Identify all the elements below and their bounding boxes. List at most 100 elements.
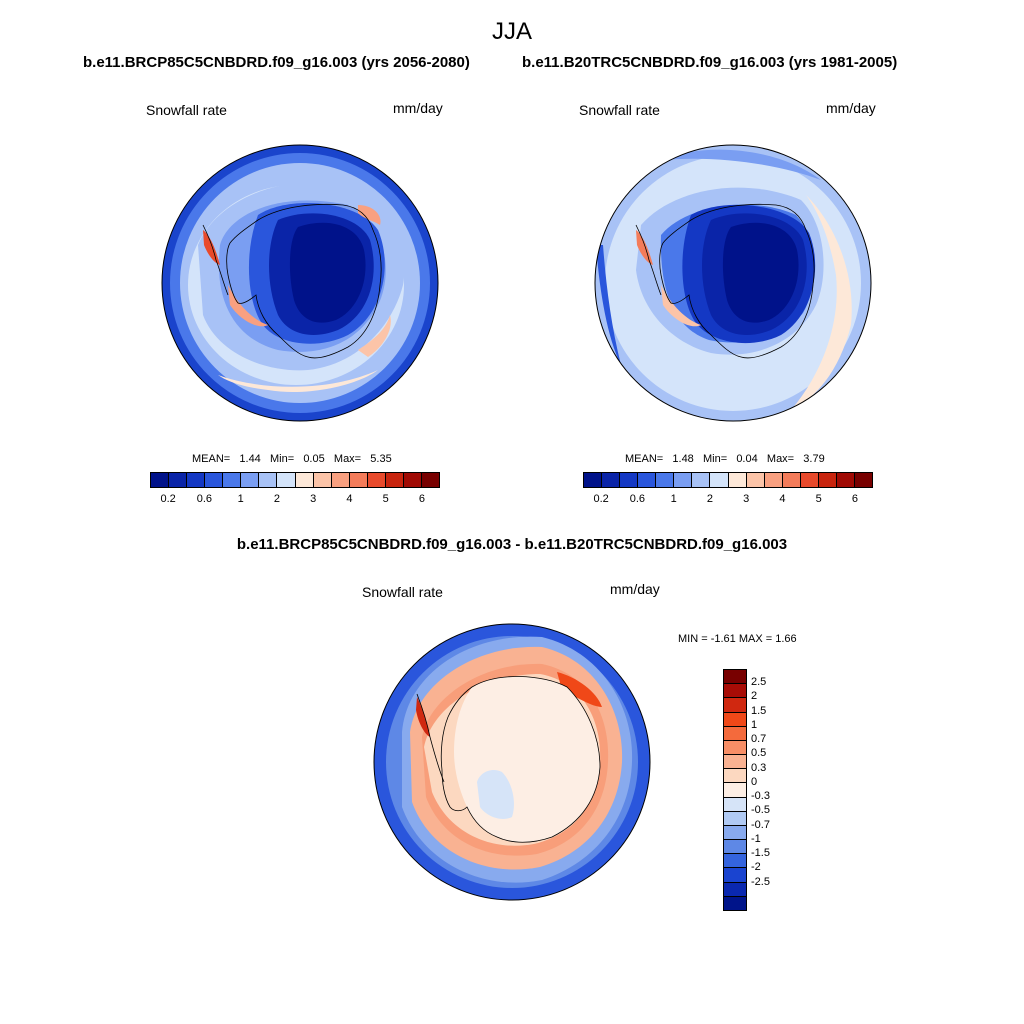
panel2-min-value: 0.04 — [736, 453, 758, 465]
panel1-colorbar — [150, 472, 440, 488]
diff-colorbar-tick-label: 1.5 — [751, 704, 767, 717]
panel1-variable-label: Snowfall rate — [146, 102, 227, 118]
diff-colorbar — [723, 669, 747, 911]
colorbar-cell — [638, 473, 657, 487]
colorbar-cell — [313, 473, 332, 487]
colorbar-cell — [620, 473, 639, 487]
colorbar-cell — [728, 473, 747, 487]
panel2-colorbar — [583, 472, 873, 488]
colorbar-tick-label: 1 — [670, 493, 677, 505]
panel1-max-value: 5.35 — [370, 453, 392, 465]
panel1-min-value: 0.05 — [303, 453, 325, 465]
panel1-min-label: Min= — [269, 453, 295, 465]
panel1-stats: MEAN= 1.44 Min= 0.05 Max= 5.35 — [192, 453, 392, 465]
diff-title: b.e11.BRCP85C5CNBDRD.f09_g16.003 - b.e11… — [236, 536, 788, 553]
colorbar-cell — [421, 473, 439, 487]
diff-colorbar-tick-label: 2 — [751, 690, 758, 703]
colorbar-tick-label: 1 — [237, 493, 244, 505]
panel2-mean-label: MEAN= — [625, 453, 664, 465]
panel2-max-value: 3.79 — [803, 453, 825, 465]
colorbar-cell — [656, 473, 675, 487]
panel1-max-label: Max= — [333, 453, 362, 465]
colorbar-cell — [187, 473, 206, 487]
panel1-mean-label: MEAN= — [192, 453, 231, 465]
diff-colorbar-tick-label: 2.5 — [751, 676, 767, 689]
panel2-coastline — [659, 203, 815, 359]
diff-colorbar-cell — [724, 797, 746, 812]
diff-colorbar-cell — [724, 854, 746, 869]
colorbar-cell — [746, 473, 765, 487]
diff-colorbar-cell — [724, 698, 746, 713]
colorbar-cell — [331, 473, 350, 487]
diff-colorbar-tick-label: 1 — [751, 718, 758, 731]
diff-colorbar-cell — [724, 882, 746, 897]
panel1-polar-map — [161, 144, 439, 422]
panel2-run-title: b.e11.B20TRC5CNBDRD.f09_g16.003 (yrs 198… — [522, 54, 898, 71]
colorbar-tick-label: 6 — [851, 493, 858, 505]
diff-colorbar-tick-label: 0 — [751, 775, 758, 788]
colorbar-cell — [836, 473, 855, 487]
panel2-polar-map — [594, 144, 872, 422]
colorbar-cell — [205, 473, 224, 487]
diff-coastline — [440, 676, 601, 843]
panel2-variable-label: Snowfall rate — [579, 102, 660, 118]
colorbar-tick-label: 3 — [310, 493, 317, 505]
colorbar-cell — [295, 473, 314, 487]
diff-colorbar-tick-label: 0.3 — [751, 761, 767, 774]
diff-variable-label: Snowfall rate — [362, 584, 443, 600]
diff-colorbar-cell — [724, 840, 746, 855]
diff-min-region — [477, 770, 514, 819]
colorbar-cell — [782, 473, 801, 487]
diff-colorbar-cell — [724, 811, 746, 826]
panel1-units: mm/day — [393, 100, 443, 116]
colorbar-cell — [403, 473, 422, 487]
colorbar-cell — [674, 473, 693, 487]
colorbar-cell — [854, 473, 872, 487]
colorbar-tick-label: 2 — [273, 493, 280, 505]
diff-colorbar-tick-label: -0.5 — [751, 804, 770, 817]
diff-colorbar-cell — [724, 670, 746, 685]
colorbar-cell — [151, 473, 170, 487]
colorbar-cell — [241, 473, 260, 487]
colorbar-cell — [800, 473, 819, 487]
diff-colorbar-tick-label: -2 — [751, 861, 761, 874]
panel2-mean-value: 1.48 — [672, 453, 694, 465]
colorbar-cell — [259, 473, 278, 487]
diff-minmax: MIN = -1.61 MAX = 1.66 — [678, 633, 797, 645]
diff-units: mm/day — [610, 581, 660, 597]
diff-colorbar-cell — [724, 726, 746, 741]
diff-colorbar-tick-label: 0.5 — [751, 747, 767, 760]
diff-colorbar-tick-label: -0.7 — [751, 818, 770, 831]
colorbar-cell — [277, 473, 296, 487]
colorbar-cell — [692, 473, 711, 487]
diff-colorbar-tick-label: -1.5 — [751, 847, 770, 860]
colorbar-tick-label: 4 — [779, 493, 786, 505]
colorbar-tick-label: 3 — [743, 493, 750, 505]
diff-colorbar-cell — [724, 868, 746, 883]
diff-colorbar-cell — [724, 740, 746, 756]
colorbar-cell — [602, 473, 621, 487]
colorbar-cell — [764, 473, 783, 487]
colorbar-tick-label: 0.2 — [593, 493, 609, 505]
colorbar-tick-label: 5 — [382, 493, 389, 505]
panel2-units: mm/day — [826, 100, 876, 116]
colorbar-cell — [367, 473, 386, 487]
colorbar-cell — [710, 473, 729, 487]
colorbar-cell — [223, 473, 242, 487]
diff-colorbar-cell — [724, 769, 746, 784]
panel1-run-title: b.e11.BRCP85C5CNBDRD.f09_g16.003 (yrs 20… — [83, 54, 470, 71]
panel1-mean-value: 1.44 — [239, 453, 261, 465]
panel2-stats: MEAN= 1.48 Min= 0.04 Max= 3.79 — [625, 453, 825, 465]
colorbar-tick-label: 0.6 — [196, 493, 213, 505]
diff-colorbar-tick-label: 0.7 — [751, 733, 767, 746]
diff-polar-map — [373, 623, 651, 901]
diff-colorbar-cell — [724, 896, 746, 910]
colorbar-cell — [818, 473, 837, 487]
colorbar-cell — [584, 473, 603, 487]
diff-colorbar-cell — [724, 684, 746, 699]
panel2-max-label: Max= — [766, 453, 795, 465]
colorbar-cell — [169, 473, 188, 487]
diff-colorbar-tick-label: -0.3 — [751, 790, 770, 803]
colorbar-tick-label: 6 — [418, 493, 425, 505]
diff-colorbar-cell — [724, 712, 746, 727]
